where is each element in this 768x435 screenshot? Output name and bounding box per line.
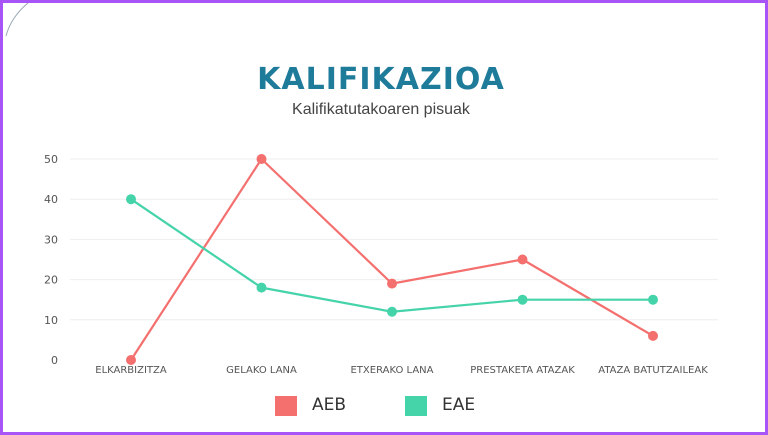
legend-swatch-aeb (275, 396, 297, 416)
chart-legend: AEB EAE (0, 394, 762, 424)
legend-label-eae: EAE (442, 395, 476, 415)
x-tick-label: PRESTAKETA ATAZAK (470, 365, 575, 376)
x-tick-label: ATAZA BATUTZAILEAK (598, 365, 708, 376)
series-line-eae (130, 198, 653, 313)
series-line-aeb (130, 157, 654, 361)
legend-label-aeb: AEB (312, 395, 347, 415)
chart-subtitle: Kalifikatutakoaren pisuak (292, 101, 470, 118)
data-point-eae (648, 294, 658, 305)
legend-swatch-eae (405, 396, 427, 416)
x-tick-label: ELKARBIZITZA (95, 365, 167, 376)
data-point-eae (126, 194, 136, 205)
data-point-aeb (256, 154, 267, 164)
data-point-eae (256, 282, 267, 293)
x-tick-label: ETXERAKO LANA (350, 365, 433, 376)
y-tick-label: 40 (44, 193, 58, 206)
y-tick-label: 30 (44, 233, 58, 246)
data-point-aeb (387, 278, 397, 289)
y-tick-label: 10 (44, 314, 58, 327)
data-point-aeb (517, 254, 528, 265)
data-point-aeb (648, 330, 658, 341)
y-tick-label: 0 (51, 354, 58, 367)
data-point-eae (387, 306, 397, 317)
data-point-eae (517, 294, 528, 305)
data-point-aeb (126, 355, 136, 365)
y-tick-label: 20 (44, 274, 58, 287)
decorative-corner-arc (5, 3, 29, 37)
y-tick-label: 50 (44, 153, 58, 166)
x-tick-label: GELAKO LANA (226, 365, 297, 376)
chart-title: KALIFIKAZIOA (257, 62, 505, 97)
